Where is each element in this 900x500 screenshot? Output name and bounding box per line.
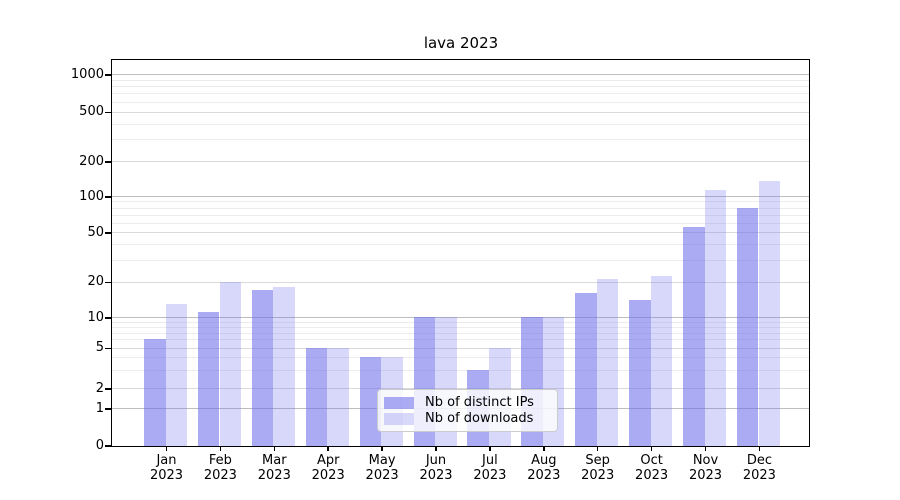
x-tick-label-jun: Jun 2023 bbox=[419, 453, 453, 483]
bar-downloads-sep bbox=[596, 278, 619, 446]
x-tick-mark bbox=[381, 446, 383, 451]
gridline bbox=[112, 79, 809, 81]
bar-downloads-oct bbox=[650, 276, 673, 446]
bar-distinct-ips-may bbox=[359, 357, 382, 446]
y-tick-label: 5 bbox=[95, 340, 104, 355]
bar-distinct-ips-apr bbox=[305, 347, 328, 446]
gridline bbox=[112, 317, 809, 318]
x-tick-label-may: May 2023 bbox=[365, 453, 399, 483]
gridline bbox=[112, 347, 809, 349]
bar-downloads-dec bbox=[758, 180, 781, 446]
gridline bbox=[112, 196, 809, 197]
y-tick-mark bbox=[105, 445, 111, 447]
y-tick-label: 20 bbox=[87, 274, 104, 289]
x-tick-mark bbox=[219, 446, 222, 451]
gridline bbox=[112, 201, 809, 203]
gridline bbox=[112, 111, 809, 113]
gridline bbox=[112, 281, 809, 283]
x-tick-mark bbox=[543, 446, 545, 451]
y-tick-mark bbox=[105, 281, 111, 283]
gridline bbox=[112, 339, 809, 341]
bar-downloads-nov bbox=[704, 190, 727, 446]
y-tick-mark bbox=[105, 161, 111, 163]
gridline bbox=[112, 232, 809, 233]
legend-swatch-distinct-ips bbox=[384, 396, 414, 409]
y-tick-label: 100 bbox=[79, 188, 104, 204]
gridline bbox=[112, 222, 809, 224]
x-tick-label-jan: Jan 2023 bbox=[149, 453, 184, 483]
x-tick-label-jul: Jul 2023 bbox=[473, 453, 507, 483]
gridline bbox=[112, 123, 809, 125]
y-tick-label: 50 bbox=[87, 224, 104, 240]
y-tick-label: 1 bbox=[95, 400, 104, 416]
x-tick-label-oct: Oct 2023 bbox=[635, 453, 669, 483]
y-tick-label: 1000 bbox=[70, 66, 104, 82]
y-tick-label: 0 bbox=[95, 437, 104, 453]
bar-downloads-apr bbox=[327, 347, 349, 446]
y-tick-mark bbox=[105, 74, 111, 76]
x-tick-mark bbox=[273, 446, 276, 451]
y-tick-mark bbox=[105, 408, 111, 410]
x-tick-label-dec: Dec 2023 bbox=[742, 453, 776, 483]
gridline bbox=[112, 93, 809, 95]
y-tick-mark bbox=[105, 347, 111, 349]
x-tick-label-feb: Feb 2023 bbox=[203, 453, 237, 483]
legend: Nb of distinct IPs Nb of downloads bbox=[377, 389, 558, 432]
y-tick-mark bbox=[105, 196, 111, 198]
gridline bbox=[112, 207, 809, 209]
x-tick-label-mar: Mar 2023 bbox=[257, 453, 291, 483]
y-tick-mark bbox=[105, 111, 111, 113]
x-tick-label-apr: Apr 2023 bbox=[311, 453, 345, 483]
gridline bbox=[112, 86, 809, 88]
bar-downloads-jan bbox=[165, 303, 188, 446]
y-tick-mark bbox=[105, 317, 111, 319]
gridline bbox=[112, 74, 809, 75]
gridline bbox=[112, 101, 809, 103]
legend-label-distinct-ips: Nb of distinct IPs bbox=[425, 395, 534, 410]
bar-downloads-mar bbox=[273, 286, 295, 446]
x-tick-mark bbox=[327, 446, 329, 451]
y-tick-mark bbox=[105, 232, 111, 234]
gridline bbox=[112, 139, 809, 141]
chart-title: lava 2023 bbox=[423, 34, 499, 52]
gridline bbox=[112, 332, 809, 334]
y-tick-label: 2 bbox=[95, 380, 104, 396]
bar-distinct-ips-oct bbox=[629, 299, 651, 446]
gridline bbox=[112, 244, 809, 246]
gridline bbox=[112, 214, 809, 216]
y-tick-label: 500 bbox=[79, 104, 104, 119]
x-tick-mark bbox=[489, 446, 491, 451]
bar-distinct-ips-sep bbox=[575, 292, 597, 446]
y-tick-label: 10 bbox=[87, 309, 104, 325]
x-tick-mark bbox=[435, 446, 437, 451]
bar-distinct-ips-dec bbox=[736, 207, 759, 446]
legend-label-downloads: Nb of downloads bbox=[425, 411, 534, 426]
x-tick-label-nov: Nov 2023 bbox=[688, 453, 723, 483]
gridline bbox=[112, 357, 809, 359]
bar-distinct-ips-mar bbox=[251, 289, 274, 446]
x-tick-mark bbox=[650, 446, 653, 451]
gridline bbox=[112, 161, 809, 162]
gridline bbox=[112, 321, 809, 323]
x-tick-mark bbox=[596, 446, 599, 451]
x-tick-mark bbox=[758, 446, 761, 451]
gridline bbox=[112, 326, 809, 328]
x-tick-label-sep: Sep 2023 bbox=[581, 453, 615, 483]
bar-distinct-ips-nov bbox=[683, 227, 705, 446]
x-tick-mark bbox=[165, 446, 168, 451]
gridline bbox=[112, 388, 809, 389]
legend-item-distinct-ips: Nb of distinct IPs bbox=[384, 395, 549, 410]
legend-swatch-downloads bbox=[384, 412, 414, 425]
gridline bbox=[112, 259, 809, 261]
legend-item-downloads: Nb of downloads bbox=[384, 411, 549, 426]
bar-distinct-ips-feb bbox=[197, 312, 220, 446]
y-tick-label: 200 bbox=[79, 153, 104, 169]
x-tick-mark bbox=[704, 446, 707, 451]
gridline bbox=[112, 370, 809, 372]
bar-downloads-feb bbox=[219, 281, 242, 446]
y-tick-mark bbox=[105, 388, 111, 390]
x-tick-label-aug: Aug 2023 bbox=[527, 453, 561, 483]
bar-distinct-ips-jan bbox=[144, 339, 166, 446]
